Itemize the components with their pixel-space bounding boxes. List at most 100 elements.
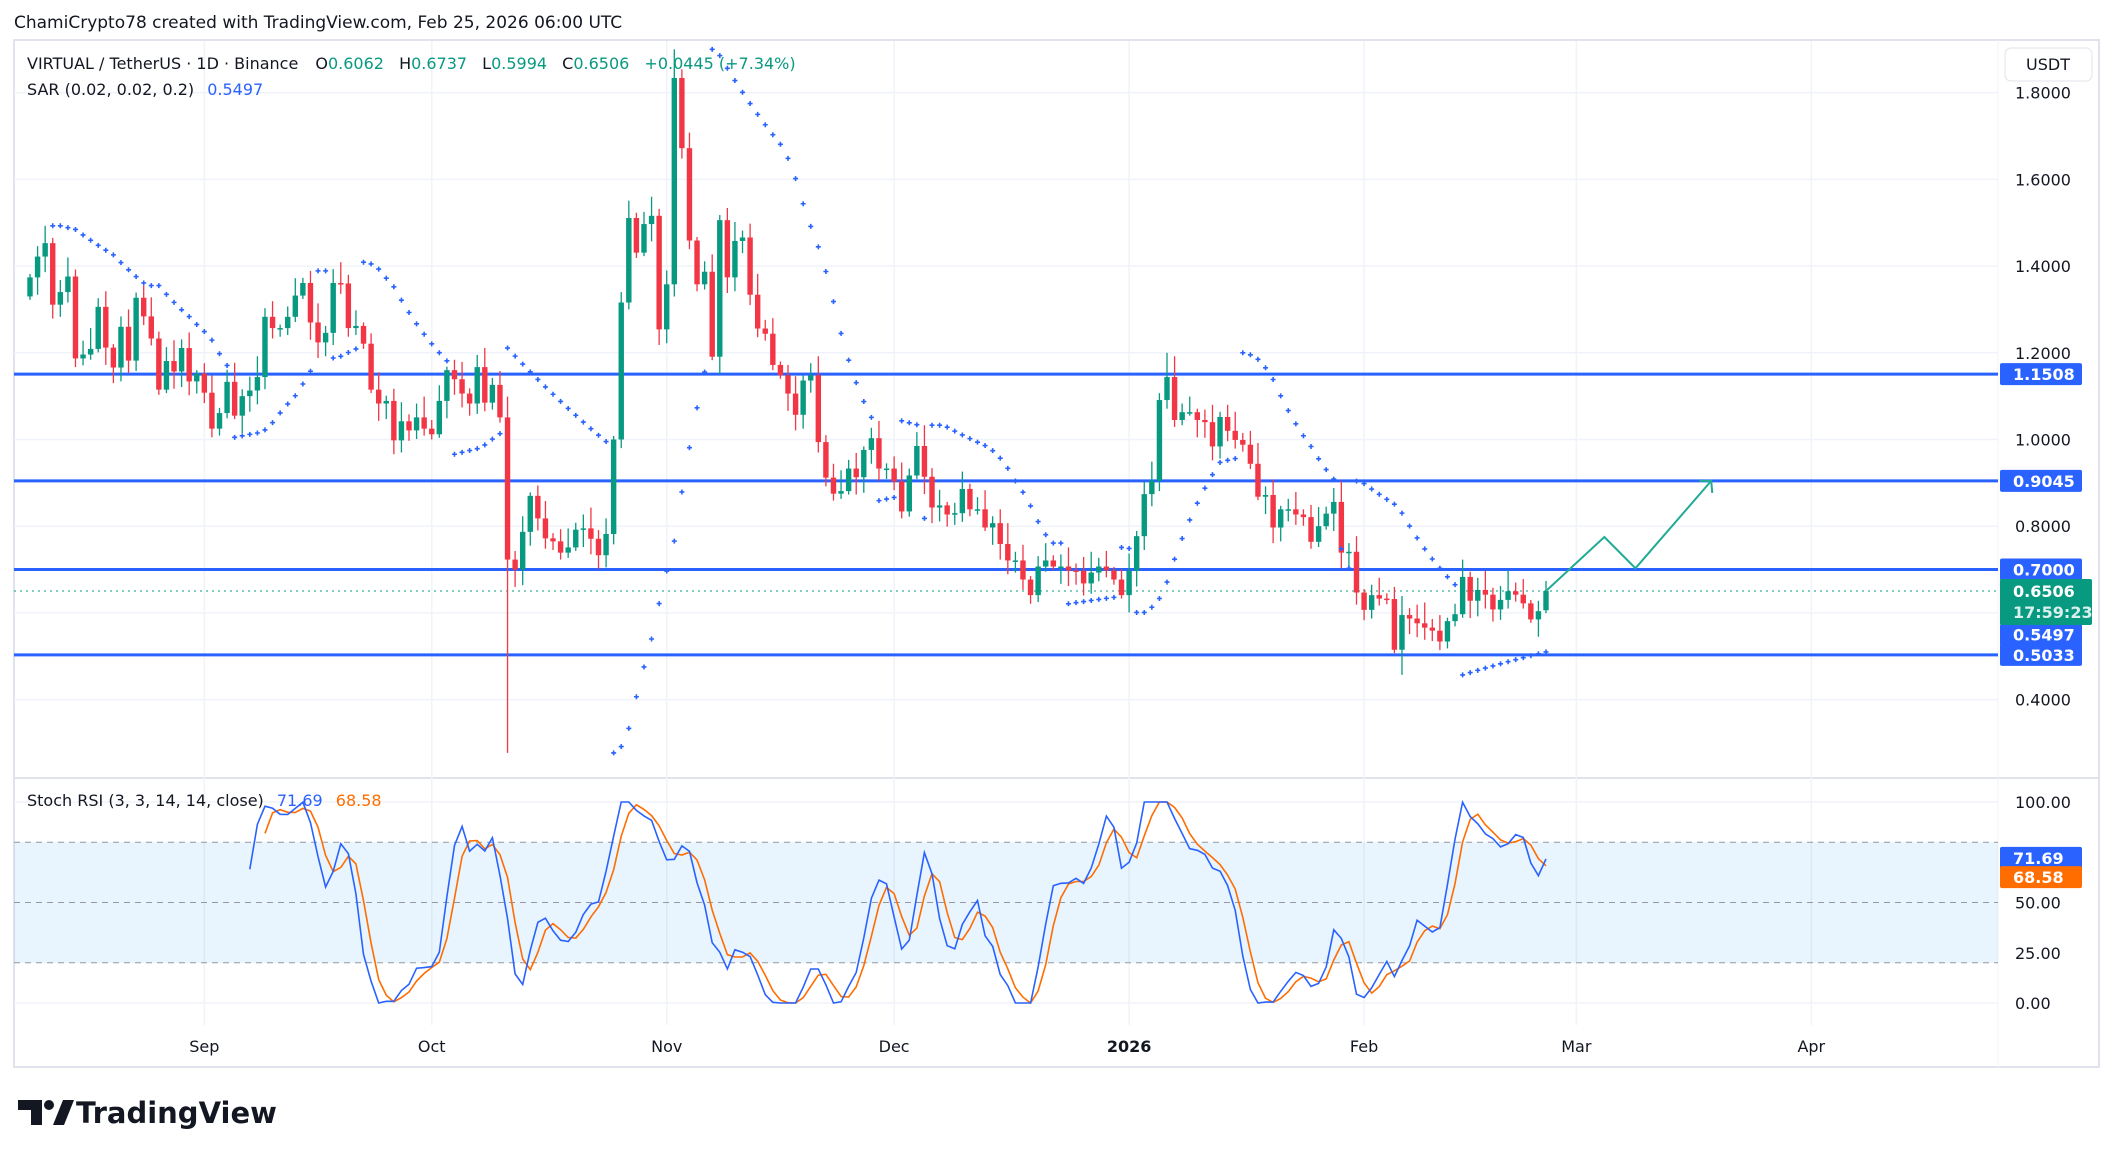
candle [95,298,101,353]
candle-body [368,343,374,390]
candle-body [1262,494,1269,497]
sar-dot [1012,478,1018,484]
symbol-label[interactable]: VIRTUAL / TetherUS · 1D · Binance [27,54,298,73]
candle [1103,550,1110,578]
candle [929,468,935,524]
sar-legend[interactable]: SAR (0.02, 0.02, 0.2) 0.5497 [27,80,263,99]
candle [527,492,533,546]
candle [406,414,412,441]
close-label: C [562,54,573,73]
projection-arrow[interactable] [1545,479,1714,592]
candle [694,237,700,292]
sar-dot [277,410,283,416]
sar-dot [444,358,450,364]
price-level-tag[interactable]: 0.5497 [2000,623,2082,646]
candle [383,395,389,420]
time-tick-label: Nov [651,1037,682,1056]
price-level-tag[interactable]: 0.9045 [2000,469,2082,492]
candle [330,269,336,345]
candle-body [739,237,746,241]
candle-body [876,438,882,469]
sar-dot [50,223,56,229]
candle-body [459,379,465,394]
horizontal-levels[interactable] [14,372,1998,657]
candle-body [489,384,496,403]
sar-dot [520,361,526,367]
sar-dot [1437,565,1443,571]
candle [1240,432,1246,452]
sar-dot [929,422,935,428]
candle [50,237,56,319]
candle [891,456,897,491]
candle [830,463,837,501]
candle-body [1050,560,1056,567]
candle [982,490,988,531]
price-level-tag[interactable]: 1.1508 [2000,363,2082,386]
candle [588,507,594,555]
sar-dot [952,428,958,434]
candle-body [262,316,268,378]
candle [1391,586,1398,654]
candle-body [1149,480,1155,495]
candle [398,402,405,453]
sar-dot [906,420,912,426]
sar-dot [474,446,480,452]
candle-body [936,505,943,508]
sar-dot [565,405,571,411]
price-axis[interactable]: 1.8000 1.6000 1.4000 1.2000 1.0000 0.8000 0.40… [2000,84,2093,710]
candle [952,502,958,525]
time-tick-label: Dec [879,1037,910,1056]
sar-dot [88,237,94,243]
candle-body [686,148,693,241]
sar-dot [808,223,814,229]
stoch-d-value: 68.58 [336,791,382,810]
candle-body [406,421,412,431]
sar-dot [1475,667,1481,673]
candle-body [482,367,488,403]
sar-dot [436,350,442,356]
open-label: O [315,54,328,73]
candle-body [1505,591,1511,600]
candle [936,489,943,522]
sar-dot [254,430,260,436]
candle [34,246,41,295]
stoch-k-line [249,799,1547,1004]
candle [436,385,443,438]
candle-body [330,283,336,333]
candle-body [353,325,359,329]
sar-dot [224,362,230,368]
sar-dot [1528,653,1534,659]
sar-dot [1384,496,1390,502]
price-level-tag[interactable]: 0.7000 [2000,558,2082,581]
sar-dot [1141,609,1147,615]
candle [1005,523,1011,575]
tradingview-logo[interactable]: TradingView [18,1096,277,1130]
stoch-rsi-legend[interactable]: Stoch RSI (3, 3, 14, 14, close) 71.69 68… [27,791,382,810]
sar-dot [103,247,109,253]
grid [14,41,1998,1025]
sar-dot [1452,582,1458,588]
candle [224,369,230,419]
candle [87,328,94,360]
candle-body [1391,599,1398,650]
candle [194,370,200,394]
price-level-tag[interactable]: 0.5033 [2000,643,2082,666]
candle [474,354,480,414]
candle [300,277,306,300]
last-price-tag[interactable]: 0.6506 17:59:23 [2000,578,2093,625]
candle [80,340,86,366]
currency-button[interactable]: USDT [2004,47,2093,82]
candle-body [1217,416,1223,447]
candle [1171,356,1178,427]
projection-path[interactable] [1545,480,1712,592]
candle-body [413,417,420,431]
price-tick-label: 0.8000 [2015,517,2071,536]
candle-body [830,477,837,494]
candle [565,528,571,558]
sar-dot [1187,517,1193,523]
time-axis[interactable]: Sep Oct Nov Dec 2026 Feb Mar Apr [189,1037,1825,1056]
stoch-k-tag[interactable]: 71.69 [2000,846,2082,869]
candle [1543,580,1549,614]
stoch-d-tag[interactable]: 68.58 [2000,866,2082,889]
